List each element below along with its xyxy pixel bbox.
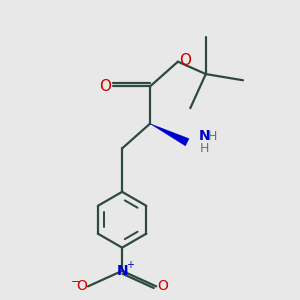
Text: O: O xyxy=(76,279,87,293)
Text: O: O xyxy=(179,52,191,68)
Text: N: N xyxy=(116,264,128,278)
Text: N: N xyxy=(198,129,210,143)
Text: +: + xyxy=(126,260,134,270)
Text: −: − xyxy=(71,277,80,287)
Text: O: O xyxy=(99,79,111,94)
Text: H: H xyxy=(200,142,209,155)
Polygon shape xyxy=(150,124,189,146)
Text: O: O xyxy=(158,279,169,293)
Text: H: H xyxy=(208,130,218,142)
